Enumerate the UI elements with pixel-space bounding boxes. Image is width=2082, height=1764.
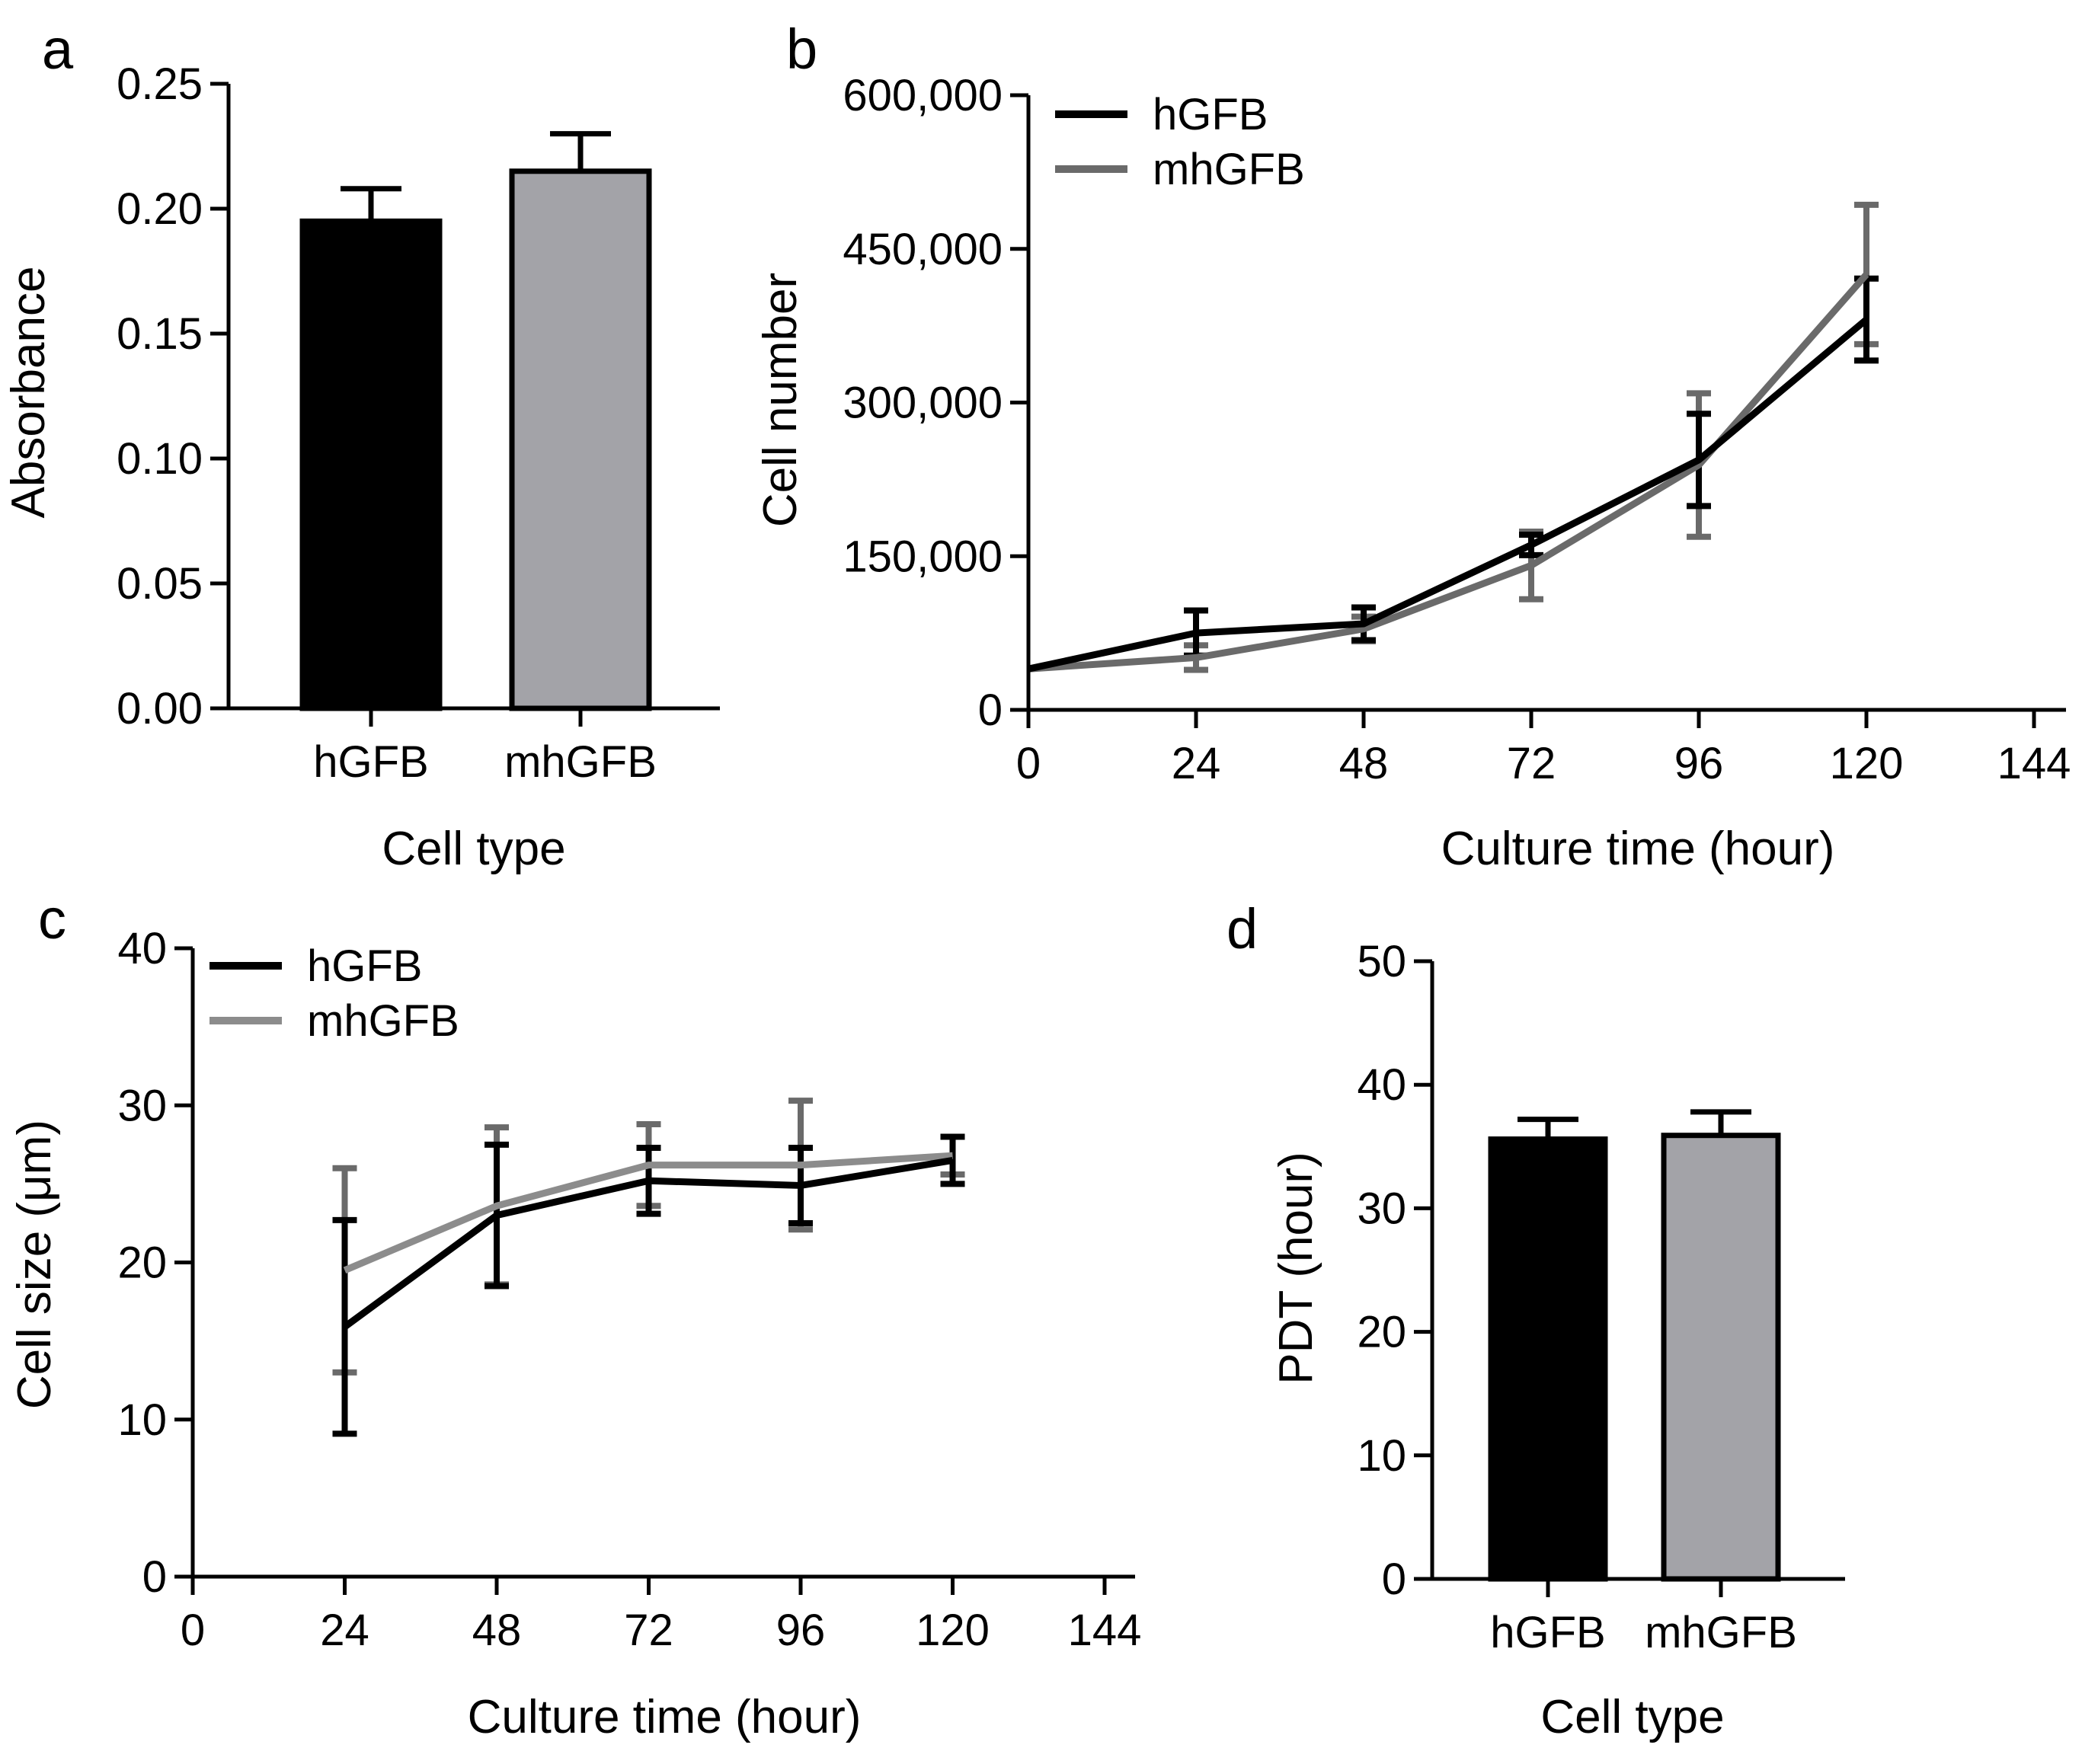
panel-c-x-tick-label: 0 (181, 1606, 205, 1655)
panel-b-legend: hGFB mhGFB (1055, 90, 1305, 194)
panel-a-bar-chart: a Absorbance Cell type 0.000.050.100.150… (2, 18, 720, 875)
panel-a-x-axis-title: Cell type (382, 823, 565, 875)
panel-c-y-tick-label: 0 (142, 1552, 167, 1602)
panel-b-x-tick-label: 24 (1172, 739, 1221, 788)
panel-d-bar-chart: d PDT (hour) Cell type 0 10 20 30 40 50 hGFB m… (1226, 897, 1845, 1743)
panel-letter-c: c (38, 887, 66, 951)
panel-c-marks (332, 1098, 965, 1437)
panel-a-y-tick-label: 0.25 (117, 59, 203, 109)
panel-b-x-tick-label: 0 (1016, 739, 1041, 788)
panel-b-y-axis-title: Cell number (754, 273, 807, 527)
panel-a-y-tick-label: 0.15 (117, 309, 203, 359)
panel-b-y-tick-label: 150,000 (843, 532, 1003, 581)
panel-b-x-tick-label: 96 (1674, 739, 1724, 788)
panel-b-y-ticks: 0 150,000 300,000 450,000 600,000 (843, 71, 1028, 735)
panel-a-marks (299, 131, 652, 711)
panel-c-y-tick-label: 40 (117, 924, 167, 973)
panel-b-y-tick-label: 0 (978, 685, 1003, 735)
panel-c-series-line-hGFB (342, 1156, 954, 1330)
panel-c-x-tick-label: 120 (916, 1606, 990, 1655)
panel-d-y-tick-label: 10 (1357, 1431, 1406, 1481)
panel-b-legend-label-hGFB: hGFB (1153, 90, 1268, 139)
panel-a-x-tick-label: hGFB (313, 737, 429, 787)
panel-b-x-tick-label: 144 (1997, 739, 2071, 788)
panel-c-x-tick-label: 96 (776, 1606, 826, 1655)
panel-a-bar-hGFB (299, 218, 443, 711)
panel-b-x-tick-label: 72 (1507, 739, 1556, 788)
panel-d-x-tick-label: hGFB (1490, 1608, 1606, 1657)
panel-d-y-tick-label: 50 (1357, 937, 1406, 986)
panel-c-y-tick-label: 10 (117, 1395, 167, 1445)
panel-c-x-tick-label: 48 (472, 1606, 522, 1655)
panel-b-series-line-hGFB (1028, 317, 1869, 673)
panel-b-series-line-mhGFB (1028, 272, 1869, 673)
panel-d-y-axis-title: PDT (hour) (1270, 1152, 1322, 1385)
panel-a-y-axis-title: Absorbance (2, 267, 55, 519)
panel-b-x-ticks: 0 24 48 72 96 120 144 (1016, 710, 2071, 788)
panel-a-y-tick-label: 0.10 (117, 434, 203, 484)
panel-c-x-tick-label: 24 (320, 1606, 369, 1655)
panel-d-x-axis-title: Cell type (1540, 1691, 1724, 1743)
panel-b-x-tick-label: 48 (1339, 739, 1389, 788)
panel-letter-d: d (1226, 897, 1258, 960)
panel-c-y-axis-title: Cell size (μm) (8, 1120, 61, 1409)
panel-a-y-tick-label: 0.00 (117, 684, 203, 733)
panel-b-line-chart: b Cell number Culture time (hour) 0 150,0… (754, 18, 2071, 875)
panel-b-marks (1028, 201, 1879, 673)
panel-a-y-ticks: 0.00 0.05 0.10 0.15 0.20 0.25 (117, 59, 229, 733)
panel-c-y-tick-label: 20 (117, 1238, 167, 1288)
panel-d-y-ticks: 0 10 20 30 40 50 (1357, 937, 1432, 1604)
panel-c-legend-label-mhGFB: mhGFB (307, 996, 459, 1046)
panel-c-x-tick-label: 72 (624, 1606, 673, 1655)
panel-d-marks (1488, 1109, 1781, 1582)
panel-d-bar-mhGFB (1661, 1133, 1781, 1582)
panel-a-x-ticks: hGFB mhGFB (313, 708, 657, 787)
panel-a-bar-mhGFB (509, 168, 652, 711)
panel-c-line-chart: c Cell size (μm) Culture time (hour) 0 10… (8, 887, 1141, 1743)
panel-letter-b: b (786, 18, 817, 81)
panel-c-y-ticks: 0 10 20 30 40 (117, 924, 193, 1602)
panel-d-y-tick-label: 20 (1357, 1308, 1406, 1357)
panel-b-y-tick-label: 450,000 (843, 225, 1003, 274)
panel-d-y-tick-label: 30 (1357, 1184, 1406, 1233)
panel-c-x-tick-label: 144 (1068, 1606, 1142, 1655)
panel-c-y-tick-label: 30 (117, 1081, 167, 1130)
panel-letter-a: a (42, 18, 74, 81)
panel-c-x-axis-title: Culture time (hour) (468, 1691, 862, 1743)
panel-b-y-tick-label: 300,000 (843, 379, 1003, 428)
panel-c-legend-label-hGFB: hGFB (307, 941, 423, 991)
panel-d-x-tick-label: mhGFB (1645, 1608, 1797, 1657)
panel-a-x-tick-label: mhGFB (504, 737, 657, 787)
panel-d-x-ticks: hGFB mhGFB (1490, 1579, 1797, 1657)
panel-b-x-axis-title: Culture time (hour) (1441, 823, 1835, 875)
panel-d-y-tick-label: 0 (1382, 1555, 1406, 1604)
panel-b-legend-label-mhGFB: mhGFB (1153, 145, 1305, 194)
panel-c-series-line-mhGFB (343, 1152, 953, 1273)
panel-d-y-tick-label: 40 (1357, 1060, 1406, 1110)
panel-b-y-tick-label: 600,000 (843, 71, 1003, 120)
panel-a-y-tick-label: 0.05 (117, 559, 203, 609)
panel-d-bar-hGFB (1488, 1136, 1608, 1582)
panel-c-x-ticks: 0 24 48 72 96 120 144 (181, 1577, 1142, 1655)
panel-b-x-tick-label: 120 (1830, 739, 1904, 788)
panel-a-y-tick-label: 0.20 (117, 184, 203, 234)
